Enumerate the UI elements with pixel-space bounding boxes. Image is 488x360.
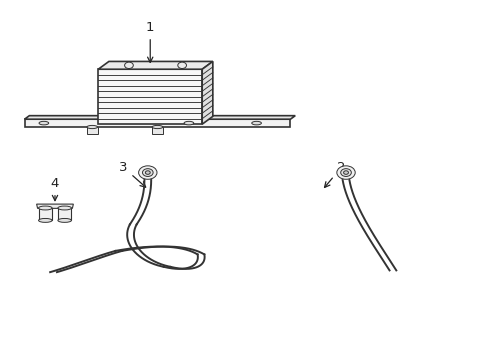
Polygon shape: [87, 127, 97, 134]
Polygon shape: [152, 127, 163, 134]
Ellipse shape: [87, 125, 97, 129]
Circle shape: [336, 166, 354, 179]
Circle shape: [124, 62, 133, 68]
Text: 4: 4: [51, 177, 59, 201]
Ellipse shape: [39, 206, 52, 210]
Text: 2: 2: [324, 161, 345, 188]
Polygon shape: [98, 62, 212, 69]
Ellipse shape: [58, 206, 71, 210]
Polygon shape: [39, 208, 52, 220]
Circle shape: [145, 171, 150, 174]
Ellipse shape: [58, 219, 71, 222]
Ellipse shape: [39, 219, 52, 222]
Polygon shape: [58, 208, 71, 220]
Circle shape: [142, 168, 153, 176]
Circle shape: [178, 62, 186, 68]
Polygon shape: [98, 69, 202, 124]
Polygon shape: [24, 116, 295, 119]
Ellipse shape: [183, 121, 193, 125]
Ellipse shape: [251, 121, 261, 125]
Polygon shape: [24, 119, 290, 127]
Ellipse shape: [39, 121, 49, 125]
Circle shape: [340, 168, 350, 176]
Polygon shape: [202, 62, 212, 124]
Polygon shape: [37, 204, 73, 208]
Ellipse shape: [152, 125, 163, 129]
Text: 3: 3: [119, 161, 145, 187]
Circle shape: [138, 166, 157, 179]
Circle shape: [343, 171, 348, 174]
Text: 1: 1: [146, 21, 154, 62]
